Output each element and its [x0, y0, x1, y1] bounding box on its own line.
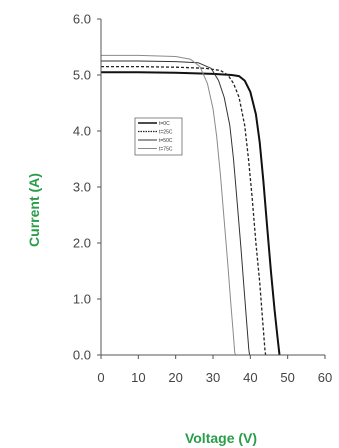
y-tick-label: 1.0	[73, 292, 91, 307]
x-tick-label: 10	[131, 370, 145, 385]
y-tick-label: 6.0	[73, 12, 91, 27]
series-line-2	[101, 65, 267, 356]
series-line-1	[101, 71, 281, 356]
series-layer	[101, 54, 281, 356]
x-tick-label: 0	[97, 370, 104, 385]
x-tick-label: 30	[206, 370, 220, 385]
series-line-3	[101, 60, 251, 356]
y-tick-label: 3.0	[73, 180, 91, 195]
x-axis-title: Voltage (V)	[185, 430, 257, 446]
x-tick-label: 60	[318, 370, 332, 385]
x-tick-label: 50	[280, 370, 294, 385]
x-tick-label: 20	[168, 370, 182, 385]
x-tick-label: 40	[243, 370, 257, 385]
y-tick-label: 5.0	[73, 68, 91, 83]
y-tick-label: 4.0	[73, 124, 91, 139]
tick-layer: 0.0 1.0 2.0 3.0 4.0 5.0 6.0 0 10 20 30 40 50 60	[73, 12, 332, 386]
legend-label: t=75C	[159, 146, 173, 152]
y-tick-label: 0.0	[73, 348, 91, 363]
series-line-4	[101, 54, 236, 356]
y-tick-label: 2.0	[73, 236, 91, 251]
legend-label: t=25C	[159, 129, 173, 135]
legend-label: t=50C	[159, 138, 173, 144]
y-axis-title: Current (A)	[26, 173, 42, 247]
legend-label: t=0C	[159, 121, 170, 127]
legend: t=0C t=25C t=50C t=75C	[134, 117, 183, 156]
